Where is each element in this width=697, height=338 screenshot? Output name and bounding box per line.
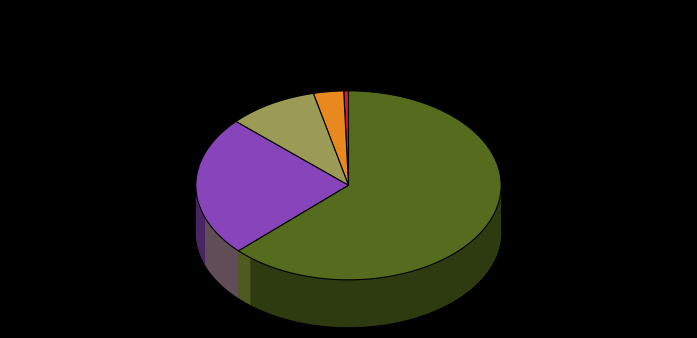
Polygon shape — [314, 91, 348, 185]
Polygon shape — [238, 91, 501, 280]
Ellipse shape — [196, 138, 501, 327]
Polygon shape — [196, 122, 348, 251]
Polygon shape — [196, 186, 238, 298]
Polygon shape — [238, 187, 501, 327]
Polygon shape — [236, 93, 348, 185]
Polygon shape — [344, 91, 348, 185]
Polygon shape — [205, 218, 250, 305]
